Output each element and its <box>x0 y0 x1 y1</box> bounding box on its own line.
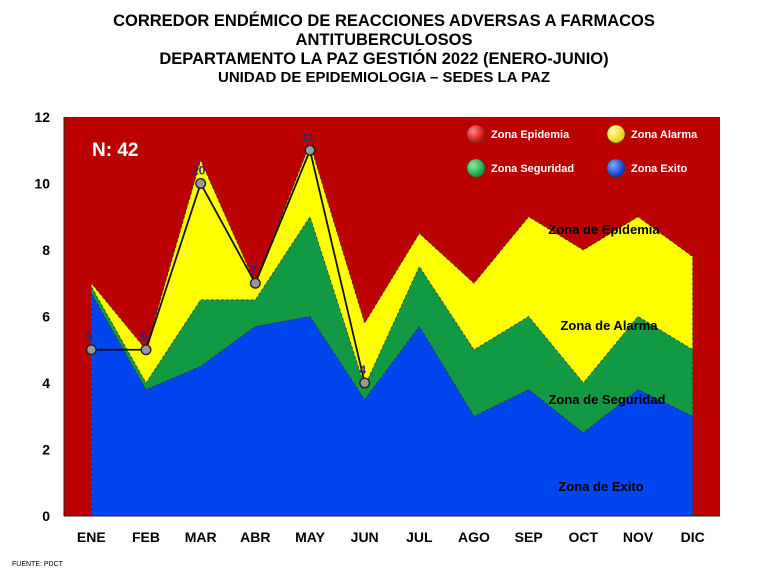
x-tick-label: AGO <box>458 529 490 545</box>
y-tick-label: 6 <box>42 309 50 325</box>
x-tick-label: JUN <box>351 529 379 545</box>
x-tick-label: MAY <box>295 529 325 545</box>
zone-label: Zona de Seguridad <box>548 392 665 407</box>
y-tick-label: 2 <box>42 442 50 458</box>
legend-marker <box>606 158 626 178</box>
cases-line <box>91 147 366 384</box>
cases-data-label: 5 <box>141 330 148 344</box>
y-tick-label: 4 <box>42 375 50 391</box>
cases-point <box>195 177 207 189</box>
cases-data-label: 10 <box>192 164 206 178</box>
x-tick-label: ABR <box>240 529 270 545</box>
chart-subtitle: UNIDAD DE EPIDEMIOLOGIA – SEDES LA PAZ <box>218 69 550 86</box>
chart-title-line2: ANTITUBERCULOSOS <box>295 31 473 49</box>
y-tick-label: 12 <box>34 109 50 125</box>
legend-label: Zona Epidemia <box>491 129 570 141</box>
cases-data-label: 5 <box>86 330 93 344</box>
y-tick-label: 10 <box>34 176 50 192</box>
legend-marker <box>606 124 626 144</box>
x-tick-label: DIC <box>681 529 705 545</box>
source-note: FUENTE: PDCT <box>12 561 63 568</box>
chart-title-line3: DEPARTAMENTO LA PAZ GESTIÓN 2022 (ENERO-… <box>159 50 609 68</box>
y-tick-label: 8 <box>42 242 50 258</box>
legend-marker <box>466 158 486 178</box>
cases-point <box>359 377 371 389</box>
cases-point <box>140 344 152 356</box>
x-tick-label: OCT <box>569 529 599 545</box>
x-tick-label: MAR <box>185 529 217 545</box>
x-tick-label: NOV <box>623 529 654 545</box>
x-tick-label: SEP <box>515 529 543 545</box>
cases-data-label: 4 <box>359 363 366 377</box>
cases-point <box>249 277 261 289</box>
x-tick-label: JUL <box>406 529 433 545</box>
n-label: N: 42 <box>92 140 138 161</box>
x-tick-label: ENE <box>77 529 106 545</box>
y-tick-label: 0 <box>42 508 50 524</box>
zone-label: Zona de Exito <box>558 479 643 494</box>
zone-label: Zona de Alarma <box>560 318 658 333</box>
legend-marker <box>466 124 486 144</box>
zone-label: Zona de Epidemia <box>548 222 660 237</box>
chart-titles: CORREDOR ENDÉMICO DE REACCIONES ADVERSAS… <box>0 12 768 87</box>
cases-data-label: 7 <box>250 263 257 277</box>
legend-label: Zona Exito <box>631 163 688 175</box>
legend-label: Zona Seguridad <box>491 163 574 175</box>
cases-point <box>304 144 316 156</box>
area-zona-exito <box>90 291 694 517</box>
cases-data-label: 11 <box>302 130 315 144</box>
cases-point <box>85 344 97 356</box>
x-tick-label: FEB <box>132 529 160 545</box>
chart-title-line1: CORREDOR ENDÉMICO DE REACCIONES ADVERSAS… <box>113 12 655 30</box>
legend-label: Zona Alarma <box>631 129 698 141</box>
